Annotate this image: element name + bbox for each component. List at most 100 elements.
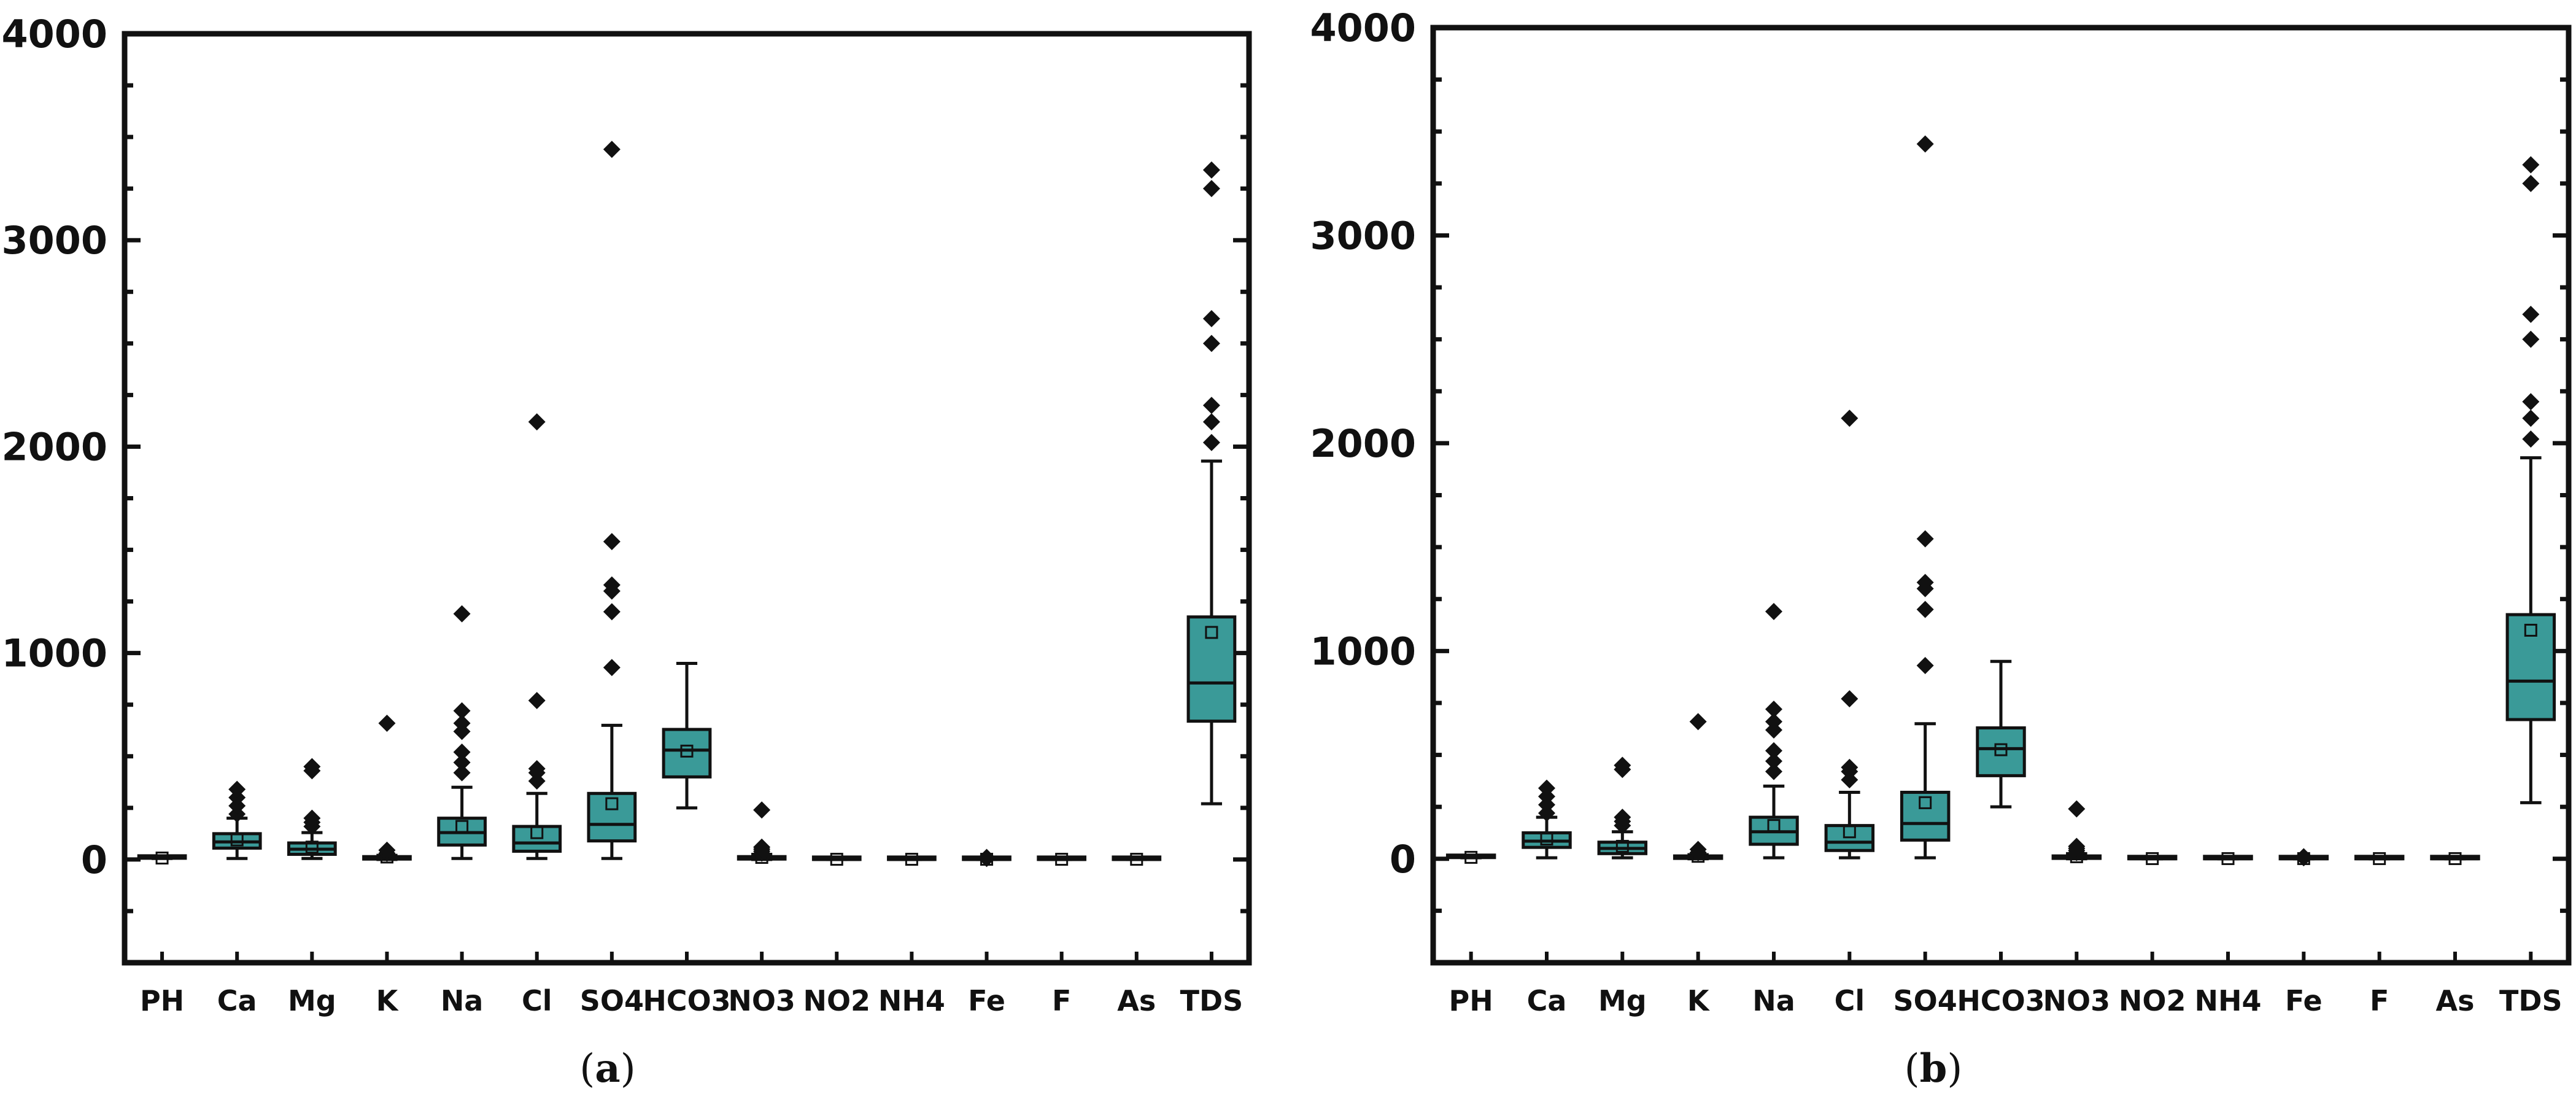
box-f xyxy=(2354,852,2405,865)
outlier-point xyxy=(1765,742,1782,759)
box-ph xyxy=(137,852,187,865)
outlier-point xyxy=(378,841,396,859)
iqr-box xyxy=(1186,615,1237,723)
x-tick-label: K xyxy=(1687,984,1711,1017)
y-tick-label: 2000 xyxy=(1,424,107,469)
outlier-point xyxy=(453,744,471,761)
outlier-point xyxy=(303,758,321,775)
outlier-point xyxy=(1538,779,1555,797)
mean-marker xyxy=(1540,833,1553,846)
x-tick-label: SO4 xyxy=(580,984,644,1017)
outlier-point xyxy=(1841,758,1859,776)
iqr-box xyxy=(2505,613,2556,721)
outlier-point xyxy=(1614,809,1631,826)
mean-marker xyxy=(230,833,244,847)
mean-marker xyxy=(2221,852,2235,865)
outlier-point xyxy=(1202,433,1220,451)
outlier-point xyxy=(1202,180,1220,198)
outlier-point xyxy=(1841,410,1859,427)
box-so4 xyxy=(587,141,637,860)
y-tick-label: 4000 xyxy=(1310,6,1416,50)
outlier-point xyxy=(1765,763,1782,780)
outlier-point xyxy=(978,849,996,866)
outlier-point xyxy=(1202,413,1220,431)
x-tick-label: Ca xyxy=(1527,984,1567,1017)
outlier-point xyxy=(1916,657,1934,675)
outlier-point xyxy=(603,533,621,551)
outlier-point xyxy=(453,702,471,720)
outlier-point xyxy=(453,764,471,782)
outlier-point xyxy=(1841,690,1859,708)
mean-marker xyxy=(905,853,918,866)
mean-marker xyxy=(1055,853,1069,866)
iqr-box xyxy=(512,825,562,853)
x-tick-label: PH xyxy=(1449,984,1493,1017)
y-tick-label: 3000 xyxy=(1,218,107,263)
outlier-point xyxy=(453,605,471,623)
mean-marker xyxy=(2448,852,2462,865)
iqr-box xyxy=(1900,790,1951,842)
outlier-point xyxy=(2068,837,2086,855)
x-tick-label: NO2 xyxy=(803,984,870,1017)
box-na xyxy=(437,605,487,860)
x-tick-label: F xyxy=(2370,984,2389,1017)
box-na xyxy=(1749,603,1799,860)
outlier-point xyxy=(1916,135,1934,153)
outlier-point xyxy=(528,413,546,431)
box-ph xyxy=(1445,850,1496,864)
outlier-point xyxy=(1689,841,1707,858)
box-hco3 xyxy=(662,661,712,810)
iqr-box xyxy=(1976,726,2026,777)
x-tick-label: NO2 xyxy=(2119,984,2186,1017)
outlier-point xyxy=(2522,174,2540,192)
box-no2 xyxy=(811,853,862,866)
box-no3 xyxy=(2051,800,2102,863)
x-tick-label: Cl xyxy=(1835,984,1865,1017)
box-k xyxy=(362,714,412,864)
x-tick-label: NO3 xyxy=(728,984,795,1017)
outlier-point xyxy=(603,576,621,594)
x-tick-label: Cl xyxy=(522,984,552,1017)
outlier-point xyxy=(603,141,621,158)
mean-marker xyxy=(305,841,319,854)
outlier-point xyxy=(2522,330,2540,348)
box-mg xyxy=(1597,756,1648,860)
outlier-point xyxy=(753,838,771,856)
outlier-point xyxy=(1202,335,1220,352)
box-f xyxy=(1037,853,1087,866)
outlier-point xyxy=(753,801,771,819)
outlier-point xyxy=(1765,603,1782,621)
x-tick-label: NO3 xyxy=(2043,984,2111,1017)
box-nh4 xyxy=(2203,852,2253,865)
mean-marker xyxy=(2524,623,2537,637)
outlier-point xyxy=(1202,161,1220,179)
outlier-point xyxy=(1916,600,1934,618)
outlier-point xyxy=(453,753,471,771)
x-tick-label: Ca xyxy=(217,984,257,1017)
mean-marker xyxy=(2373,852,2386,865)
x-tick-label: NH4 xyxy=(2194,984,2261,1017)
mean-marker xyxy=(1130,853,1143,866)
outlier-point xyxy=(1202,309,1220,327)
y-tick-label: 3000 xyxy=(1310,213,1416,258)
box-fe xyxy=(962,849,1011,868)
mean-marker xyxy=(680,744,694,758)
x-tick-label: NH4 xyxy=(878,984,945,1017)
outlier-point xyxy=(1765,752,1782,770)
mean-marker xyxy=(1205,626,1218,639)
outlier-point xyxy=(2522,430,2540,448)
outlier-point xyxy=(2295,848,2313,866)
mean-marker xyxy=(605,797,619,810)
outlier-point xyxy=(1916,573,1934,591)
box-no3 xyxy=(737,801,787,864)
outlier-point xyxy=(303,809,321,827)
box-as xyxy=(2430,852,2480,865)
y-tick-label: 2000 xyxy=(1310,421,1416,466)
mean-marker xyxy=(155,852,169,865)
box-cl xyxy=(1824,410,1875,860)
x-tick-label: As xyxy=(2436,984,2475,1017)
x-tick-label: Mg xyxy=(288,984,336,1017)
box-ca xyxy=(212,780,262,860)
